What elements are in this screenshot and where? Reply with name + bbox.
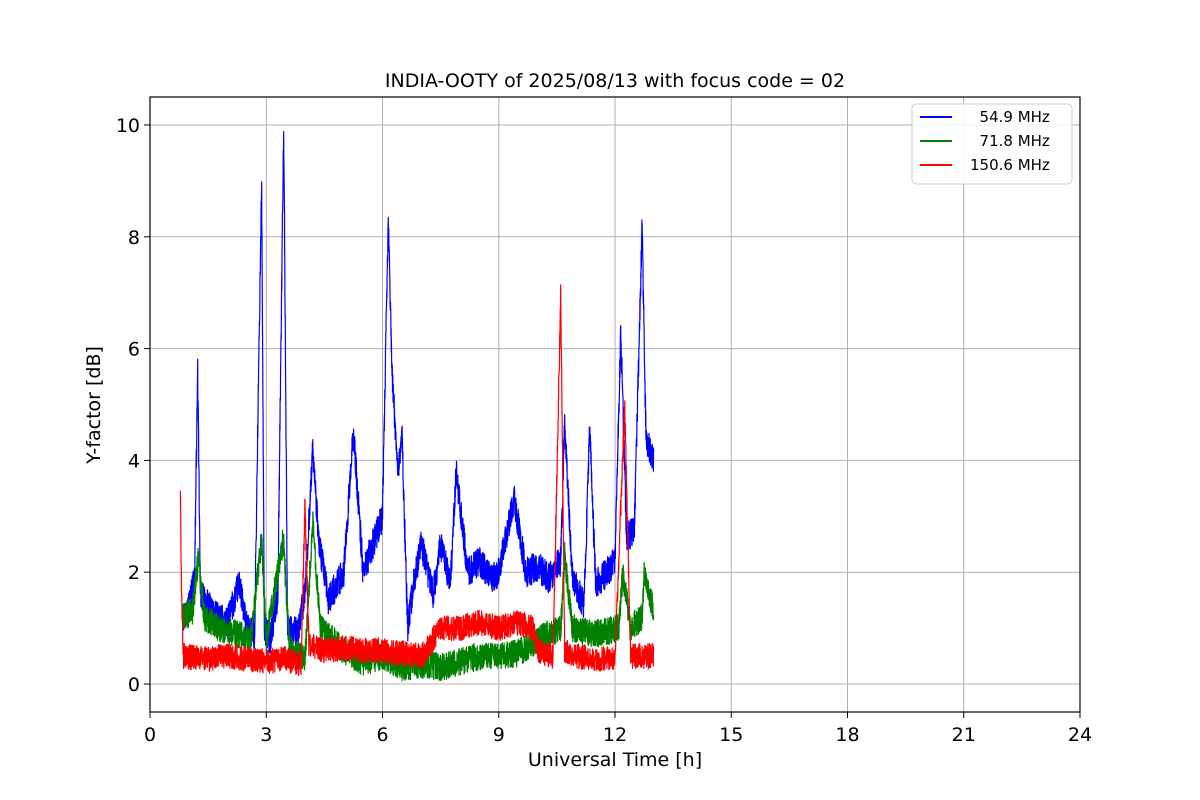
x-axis: 0 3 6 9 12 15 18 21 24 (144, 712, 1092, 746)
x-tick-label: 3 (260, 724, 272, 746)
grid (149, 97, 1081, 712)
x-axis-label: Universal Time [h] (528, 749, 702, 771)
y-tick-label: 0 (128, 674, 140, 696)
y-tick-label: 4 (128, 450, 140, 472)
legend-label: 54.9 MHz (970, 108, 1050, 126)
series-line (182, 131, 655, 655)
x-tick-label: 0 (144, 724, 156, 746)
legend-label: 150.6 MHz (970, 156, 1050, 174)
series-line (179, 284, 655, 677)
y-tick-label: 6 (128, 339, 140, 361)
series-layer (179, 131, 655, 682)
legend-label: 71.8 MHz (970, 132, 1050, 150)
x-tick-label: 12 (603, 724, 627, 746)
y-axis: 0 2 4 6 8 10 (116, 115, 150, 696)
chart-title: INDIA-OOTY of 2025/08/13 with focus code… (385, 70, 845, 92)
y-tick-label: 10 (116, 115, 140, 137)
x-tick-label: 18 (835, 724, 859, 746)
x-tick-label: 24 (1068, 724, 1092, 746)
y-axis-label: Y-factor [dB] (83, 346, 105, 465)
y-tick-label: 8 (128, 227, 140, 249)
x-tick-label: 21 (952, 724, 976, 746)
legend: 54.9 MHz 71.8 MHz 150.6 MHz (911, 103, 1073, 185)
x-tick-label: 9 (493, 724, 505, 746)
x-tick-label: 6 (376, 724, 388, 746)
x-tick-label: 15 (719, 724, 743, 746)
y-tick-label: 2 (128, 562, 140, 584)
